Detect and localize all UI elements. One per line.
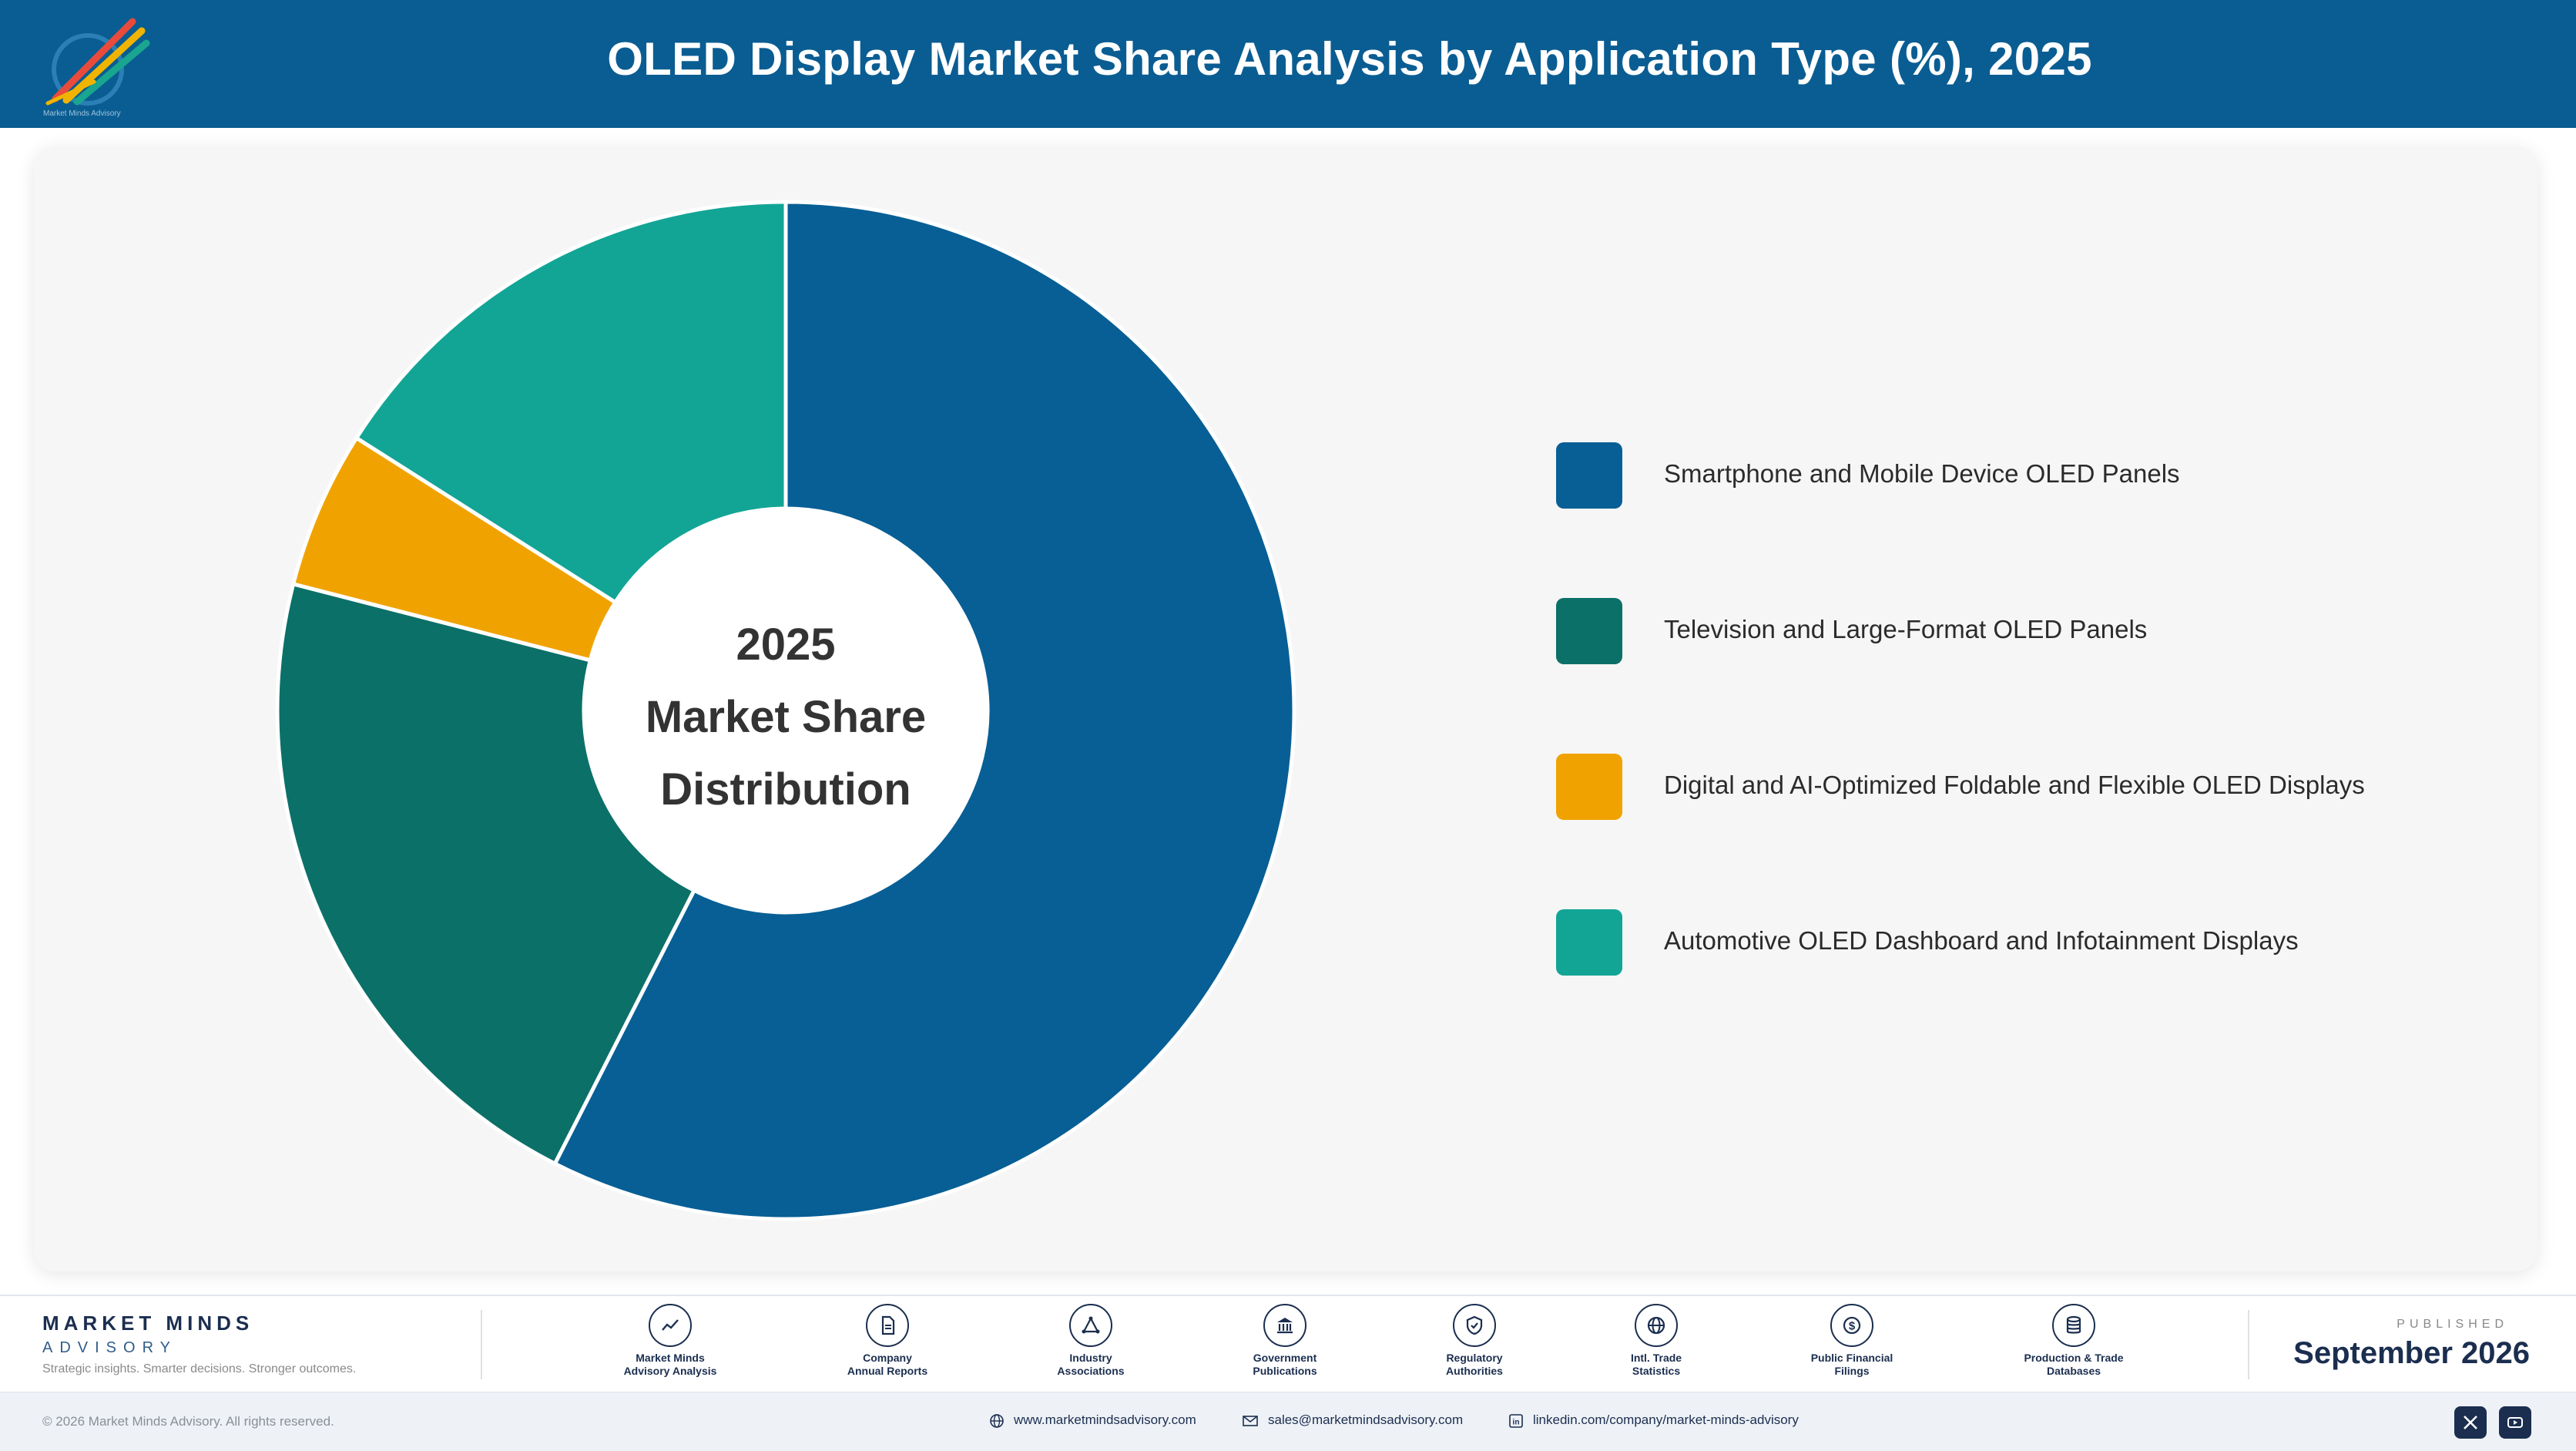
legend-label: Television and Large-Format OLED Panels [1664, 615, 2148, 643]
source-label-line-2: Statistics [1632, 1365, 1681, 1377]
dollar-coin-icon: $ [1830, 1304, 1873, 1347]
center-label-line-1: 2025 [736, 620, 836, 670]
mail-icon [1243, 1415, 1258, 1426]
copyright-text: © 2026 Market Minds Advisory. All rights… [42, 1414, 334, 1429]
published-date: September 2026 [2293, 1336, 2530, 1370]
source-label-line-1: Industry [1069, 1352, 1112, 1364]
donut-center-label: 2025 Market Share Distribution [585, 609, 986, 826]
linkedin-text: linkedin.com/company/market-minds-adviso… [1533, 1412, 1799, 1427]
source-label-line-2: Authorities [1446, 1365, 1503, 1377]
header-bar: Market Minds Advisory OLED Display Marke… [0, 0, 2576, 128]
published-label: PUBLISHED [2397, 1318, 2508, 1331]
footer-contact-bar: © 2026 Market Minds Advisory. All rights… [0, 1392, 2576, 1451]
legend-label: Digital and AI-Optimized Foldable and Fl… [1664, 771, 2365, 799]
globe-icon [990, 1413, 1004, 1428]
source-label-line-2: Filings [1834, 1365, 1870, 1377]
svg-text:$: $ [1849, 1320, 1856, 1333]
source-label-line-1: Production & Trade [2024, 1352, 2124, 1364]
source-item: $ Public Financial Filings [1775, 1304, 1929, 1378]
legend-swatch [1556, 909, 1622, 976]
youtube-icon [2507, 1417, 2523, 1428]
globe-icon [1635, 1304, 1678, 1347]
legend-item-smartphone: Smartphone and Mobile Device OLED Panels [1556, 442, 2480, 510]
source-label-line-1: Public Financial [1810, 1352, 1893, 1364]
svg-text:in: in [1513, 1418, 1520, 1426]
page-title: OLED Display Market Share Analysis by Ap… [607, 33, 2092, 85]
source-label-line-1: Company [863, 1352, 912, 1364]
legend-item-automotive: Automotive OLED Dashboard and Infotainme… [1556, 909, 2480, 977]
x-social-button[interactable] [2454, 1406, 2487, 1439]
website-link[interactable]: www.marketmindsadvisory.com [989, 1412, 1196, 1429]
source-item: Industry Associations [1014, 1304, 1168, 1378]
center-label-line-2: Market Share [645, 692, 927, 742]
linkedin-icon: in [1509, 1413, 1523, 1428]
logo-caption: Market Minds Advisory [43, 109, 121, 118]
donut-hole [584, 509, 988, 912]
source-label-line-1: Intl. Trade [1630, 1352, 1682, 1364]
email-link[interactable]: sales@marketmindsadvisory.com [1242, 1412, 1463, 1428]
source-item: Government Publications [1208, 1304, 1362, 1378]
legend-label: Smartphone and Mobile Device OLED Panels [1664, 459, 2180, 488]
footer-divider [2248, 1310, 2249, 1379]
source-label-line-2: Annual Reports [847, 1365, 928, 1377]
legend-label: Automotive OLED Dashboard and Infotainme… [1664, 926, 2299, 955]
shield-check-icon [1453, 1304, 1496, 1347]
source-label-line-2: Advisory Analysis [623, 1365, 717, 1377]
source-item: Market Minds Advisory Analysis [593, 1304, 747, 1378]
brand-name: MARKET MINDS [42, 1312, 254, 1335]
legend-item-foldable: Digital and AI-Optimized Foldable and Fl… [1556, 754, 2480, 821]
source-item: Regulatory Authorities [1397, 1304, 1551, 1378]
source-label-line-1: Market Minds [636, 1352, 705, 1364]
source-label-line-1: Regulatory [1446, 1352, 1503, 1364]
source-item: Company Annual Reports [810, 1304, 964, 1378]
trend-line-icon [649, 1304, 692, 1347]
footer-sources-bar: MARKET MINDS ADVISORY Strategic insights… [0, 1295, 2576, 1392]
x-logo-icon [2464, 1416, 2477, 1429]
legend-swatch [1556, 442, 1622, 509]
website-text: www.marketmindsadvisory.com [1014, 1412, 1196, 1427]
email-text: sales@marketmindsadvisory.com [1268, 1412, 1464, 1427]
document-icon [866, 1304, 909, 1347]
logo-icon [45, 18, 150, 106]
source-item: Intl. Trade Statistics [1579, 1304, 1733, 1378]
government-building-icon [1263, 1304, 1306, 1347]
donut-chart [277, 202, 1294, 1219]
network-icon [1069, 1304, 1112, 1347]
legend-swatch [1556, 598, 1622, 664]
source-label-line-2: Publications [1253, 1365, 1317, 1377]
source-item: Production & Trade Databases [1997, 1304, 2151, 1378]
linkedin-link[interactable]: in linkedin.com/company/market-minds-advi… [1508, 1412, 1799, 1429]
source-label-line-1: Government [1253, 1352, 1317, 1364]
center-label-line-3: Distribution [660, 764, 911, 815]
source-label-line-2: Associations [1057, 1365, 1125, 1377]
legend-item-television: Television and Large-Format OLED Panels [1556, 598, 2480, 666]
footer-divider [481, 1310, 482, 1379]
database-icon [2052, 1304, 2095, 1347]
legend-swatch [1556, 754, 1622, 820]
brand-tagline: Strategic insights. Smarter decisions. S… [42, 1362, 357, 1375]
source-label-line-2: Databases [2046, 1365, 2101, 1377]
youtube-social-button[interactable] [2499, 1406, 2531, 1439]
brand-subtitle: ADVISORY [42, 1339, 177, 1356]
